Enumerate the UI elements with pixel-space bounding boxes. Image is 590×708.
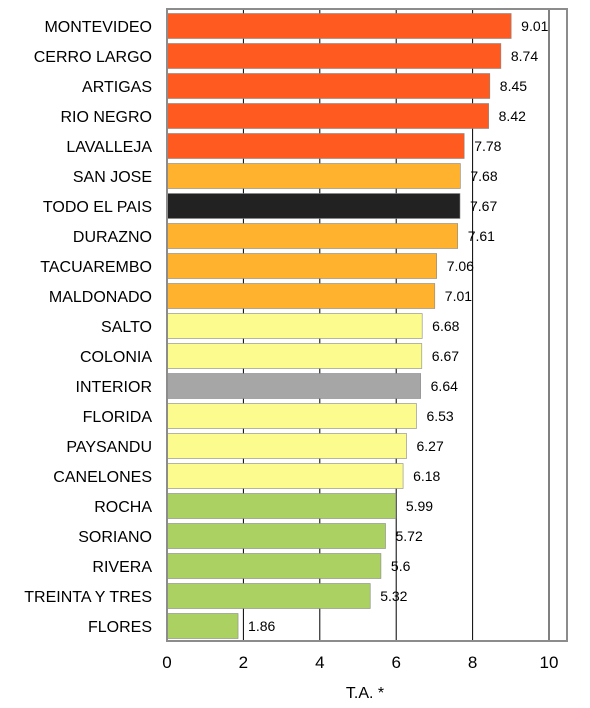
value-label: 7.78 bbox=[474, 138, 501, 154]
bar bbox=[166, 133, 465, 159]
value-label: 5.99 bbox=[406, 498, 433, 514]
category-label: DURAZNO bbox=[73, 229, 152, 246]
bar bbox=[166, 223, 459, 249]
bar bbox=[166, 373, 421, 399]
value-label: 6.53 bbox=[426, 408, 453, 424]
category-label: RIVERA bbox=[92, 559, 152, 576]
category-label: TREINTA Y TRES bbox=[24, 589, 152, 606]
plot-frame bbox=[166, 8, 568, 642]
value-label: 5.72 bbox=[396, 528, 423, 544]
category-label: ARTIGAS bbox=[82, 79, 152, 96]
category-label: TACUAREMBO bbox=[40, 259, 152, 276]
value-label: 6.68 bbox=[432, 318, 459, 334]
bar bbox=[166, 313, 423, 339]
bars bbox=[166, 13, 512, 639]
category-label: ROCHA bbox=[94, 499, 152, 516]
bar bbox=[166, 463, 404, 489]
value-label: 7.68 bbox=[470, 168, 497, 184]
value-label: 7.67 bbox=[470, 198, 497, 214]
x-axis-title: T.A. * bbox=[346, 685, 384, 702]
bar bbox=[166, 253, 437, 279]
value-label: 6.64 bbox=[431, 378, 458, 394]
value-label: 7.01 bbox=[445, 288, 472, 304]
value-label: 7.06 bbox=[447, 258, 474, 274]
bar bbox=[166, 193, 461, 219]
category-label: FLORIDA bbox=[83, 409, 153, 426]
bar bbox=[166, 613, 239, 639]
bar bbox=[166, 583, 371, 609]
x-tick-label: 4 bbox=[315, 653, 324, 672]
bar bbox=[166, 433, 407, 459]
x-tick-label: 0 bbox=[162, 653, 171, 672]
value-label: 6.18 bbox=[413, 468, 440, 484]
category-label: MALDONADO bbox=[49, 289, 152, 306]
value-label: 5.32 bbox=[380, 588, 407, 604]
bar bbox=[166, 343, 423, 369]
value-label: 9.01 bbox=[521, 18, 548, 34]
category-label: CERRO LARGO bbox=[34, 49, 152, 66]
bar bbox=[166, 43, 502, 69]
category-label: SALTO bbox=[101, 319, 152, 336]
value-label: 1.86 bbox=[248, 618, 275, 634]
category-label: INTERIOR bbox=[76, 379, 152, 396]
category-label: SORIANO bbox=[78, 529, 152, 546]
category-label: COLONIA bbox=[80, 349, 152, 366]
value-label: 6.67 bbox=[432, 348, 459, 364]
x-tick-label: 8 bbox=[468, 653, 477, 672]
category-label: PAYSANDU bbox=[66, 439, 152, 456]
value-label: 8.42 bbox=[499, 108, 526, 124]
bar bbox=[166, 523, 386, 549]
value-label: 8.45 bbox=[500, 78, 527, 94]
bar bbox=[166, 403, 417, 429]
value-labels: 9.01 8.74 8.45 8.42 7.78 7.68 7.67 7.61 7.06 7.01… bbox=[248, 18, 549, 634]
category-label: LAVALLEJA bbox=[66, 139, 152, 156]
bar bbox=[166, 163, 461, 189]
x-tick-label: 2 bbox=[239, 653, 248, 672]
category-label: TODO EL PAIS bbox=[43, 199, 152, 216]
value-label: 8.74 bbox=[511, 48, 538, 64]
category-label: SAN JOSE bbox=[73, 169, 152, 186]
bar bbox=[166, 13, 512, 39]
category-labels: MONTEVIDEO CERRO LARGO ARTIGAS RIO NEGRO LAV… bbox=[24, 19, 152, 636]
value-label: 6.27 bbox=[417, 438, 444, 454]
category-label: FLORES bbox=[88, 619, 152, 636]
value-label: 7.61 bbox=[468, 228, 495, 244]
bar bbox=[166, 493, 397, 519]
x-tick-labels: 0 2 4 6 8 10 bbox=[162, 653, 558, 672]
bar bbox=[166, 103, 489, 129]
category-label: CANELONES bbox=[53, 469, 152, 486]
x-tick-label: 6 bbox=[391, 653, 400, 672]
category-label: RIO NEGRO bbox=[60, 109, 152, 126]
category-label: MONTEVIDEO bbox=[44, 19, 152, 36]
bar bbox=[166, 283, 436, 309]
bar bbox=[166, 553, 382, 579]
bar bbox=[166, 73, 491, 99]
value-label: 5.6 bbox=[391, 558, 411, 574]
x-tick-label: 10 bbox=[540, 653, 559, 672]
